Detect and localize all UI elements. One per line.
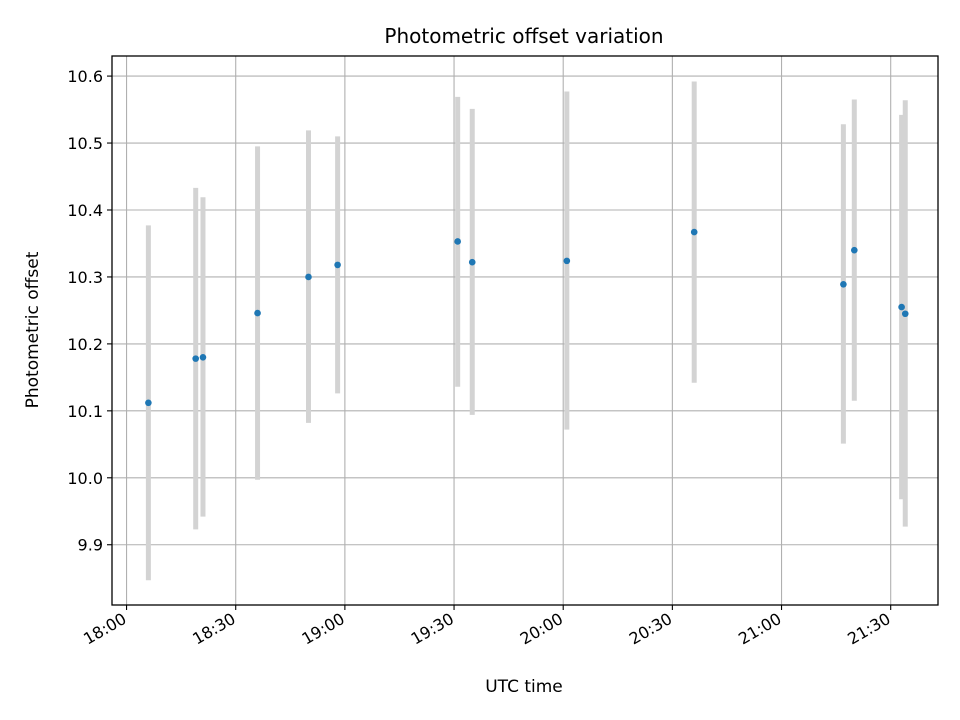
chart-title: Photometric offset variation [384, 24, 663, 48]
y-tick-label: 10.0 [67, 469, 103, 488]
y-tick-label: 10.3 [67, 268, 103, 287]
data-point [334, 261, 341, 269]
data-point [468, 258, 476, 266]
data-point [901, 310, 909, 318]
y-tick-label: 10.5 [67, 134, 103, 153]
y-tick-label: 10.6 [67, 67, 103, 86]
data-point [563, 257, 571, 265]
data-point [192, 355, 199, 362]
data-point [305, 273, 312, 281]
data-point [199, 353, 207, 361]
y-tick-label: 10.2 [67, 335, 103, 354]
y-tick-label: 9.9 [78, 536, 103, 555]
data-point [254, 309, 261, 317]
data-point [454, 238, 461, 245]
y-tick-label: 10.1 [67, 402, 103, 421]
y-axis-ticks: 9.9 10.0 10.1 10.2 10.3 10.4 10.5 10.6 [67, 67, 112, 555]
data-points [145, 228, 909, 407]
plot-frame [111, 55, 939, 606]
data-point [898, 303, 905, 311]
data-point [840, 281, 847, 288]
grid [112, 56, 938, 605]
data-point [851, 246, 858, 254]
y-axis-title: Photometric offset [23, 251, 43, 408]
y-tick-label: 10.4 [67, 201, 103, 220]
data-point [145, 399, 152, 407]
x-axis-title: UTC time [485, 677, 563, 697]
data-point [690, 228, 698, 236]
